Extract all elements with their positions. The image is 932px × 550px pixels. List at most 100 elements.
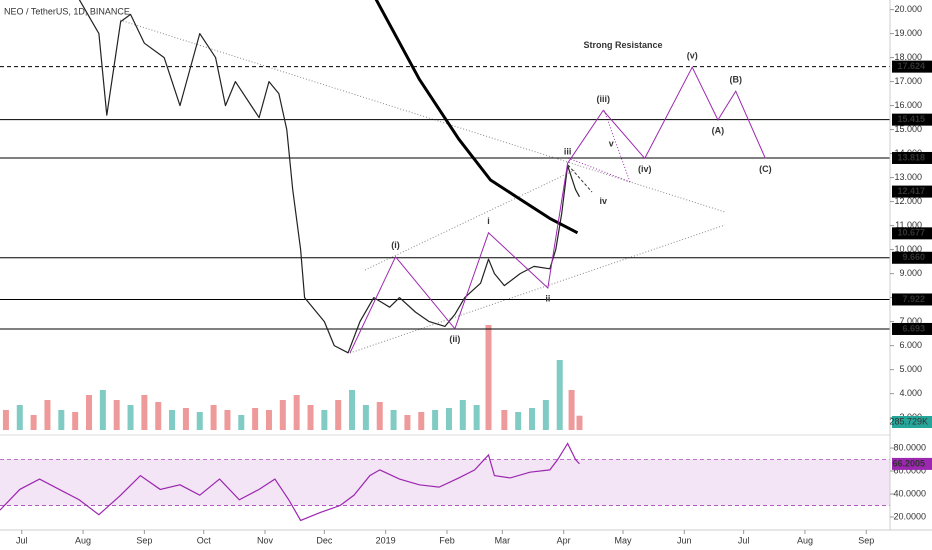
level-box (892, 251, 932, 264)
wave-label: (A) (712, 125, 725, 135)
y-tick-label: 16.000 (894, 100, 922, 110)
y-tick-label: 18.000 (894, 52, 922, 62)
volume-bar (390, 410, 397, 430)
price-box (892, 185, 932, 198)
level-box (892, 322, 932, 335)
volume-bar (501, 410, 508, 430)
rsi-line (0, 442, 580, 522)
x-tick-label: Aug (797, 535, 813, 545)
level-text: 9.660 (902, 252, 925, 262)
x-tick-label: Apr (557, 535, 571, 545)
volume-bar (556, 360, 563, 430)
volume-bar (279, 400, 286, 430)
volume-bar (265, 410, 272, 430)
wave-label: (v) (687, 51, 698, 61)
x-tick-label: Feb (439, 535, 455, 545)
level-box (892, 113, 932, 126)
ma-text: 10.677 (897, 228, 925, 238)
wave-label: v (609, 138, 614, 148)
wave-label: i (487, 216, 490, 226)
level-text: 13.818 (897, 152, 925, 162)
x-tick-label: Mar (495, 535, 511, 545)
wave-label: (i) (391, 240, 400, 250)
volume-bar (418, 412, 425, 430)
level-box (892, 151, 932, 164)
rsi-tick-label: 80.0000 (893, 442, 926, 452)
y-tick-label: 10.000 (894, 244, 922, 254)
y-tick-label: 17.000 (894, 76, 922, 86)
wave-label: (C) (759, 164, 772, 174)
price-line (78, 0, 581, 354)
y-tick-label: 19.000 (894, 28, 922, 38)
volume-bar (335, 400, 342, 430)
level-text: 15.415 (897, 114, 925, 124)
y-tick-label: 11.000 (895, 220, 922, 230)
y-tick-label: 9.000 (899, 268, 922, 278)
wave-label: ii (545, 293, 550, 303)
x-tick-label: 2019 (376, 535, 396, 545)
rsi-last-box (892, 457, 932, 470)
volume-bar (432, 410, 439, 430)
x-tick-label: Jul (16, 535, 28, 545)
y-tick-label: 7.000 (899, 316, 922, 326)
volume-bar (576, 415, 583, 430)
chart-title: NEO / TetherUS, 1D, BINANCE (4, 6, 130, 16)
volume-bar (542, 400, 549, 430)
level-text: 7.922 (902, 294, 925, 304)
volume-box (892, 416, 932, 428)
volume-bar (459, 400, 466, 430)
ma-box (892, 227, 932, 240)
x-tick-label: May (614, 535, 632, 545)
volume-bar (307, 405, 314, 430)
volume-bar (568, 390, 575, 430)
x-tick-label: Nov (257, 535, 274, 545)
volume-bar (529, 408, 536, 430)
level-text: 17.624 (897, 61, 925, 71)
volume-bar (2, 410, 9, 430)
alt-wave (567, 157, 631, 183)
level-box (892, 60, 932, 73)
volume-bar (127, 405, 134, 430)
volume-bar (376, 402, 383, 430)
rsi-pane (0, 442, 890, 522)
y-tick-label: 13.000 (894, 172, 922, 182)
volume-bar (141, 395, 148, 430)
volume-bar (196, 412, 203, 430)
volume-bar (182, 408, 189, 430)
volume-bar (321, 410, 328, 430)
annotation: Strong Resistance (583, 40, 662, 50)
trendline (349, 224, 726, 354)
rsi-tick-label: 40.0000 (893, 488, 926, 498)
rsi-tick-label: 60.0000 (893, 465, 926, 475)
volume-bar (58, 410, 65, 430)
volume-text: 285.729K (889, 416, 928, 426)
y-tick-label: 20.000 (894, 4, 922, 14)
volume-bar (169, 410, 176, 430)
wave-guide (567, 164, 593, 193)
volume-bar (210, 405, 217, 430)
volume-bar (293, 395, 300, 430)
x-tick-label: Aug (75, 535, 91, 545)
volume-bar (404, 415, 411, 430)
volume-bar (362, 405, 369, 430)
volume-bar (252, 408, 259, 430)
alt-wave (603, 109, 631, 183)
wave-label: (B) (729, 75, 742, 85)
wave-label: iii (564, 147, 572, 157)
price-line (374, 0, 579, 235)
y-tick-label: 12.000 (894, 196, 922, 206)
rsi-tick-label: 20.0000 (893, 511, 926, 521)
y-tick-label: 4.000 (899, 388, 922, 398)
x-tick-label: Dec (316, 535, 333, 545)
wave-path (349, 66, 766, 354)
y-tick-label: 6.000 (899, 340, 922, 350)
x-tick-label: Sep (136, 535, 152, 545)
volume-bar (86, 395, 92, 430)
wave-label: (ii) (449, 334, 460, 344)
volume-bar (72, 412, 79, 430)
wave-label: (iv) (638, 164, 652, 174)
volume-bar (113, 400, 120, 430)
rsi-band (0, 459, 890, 506)
